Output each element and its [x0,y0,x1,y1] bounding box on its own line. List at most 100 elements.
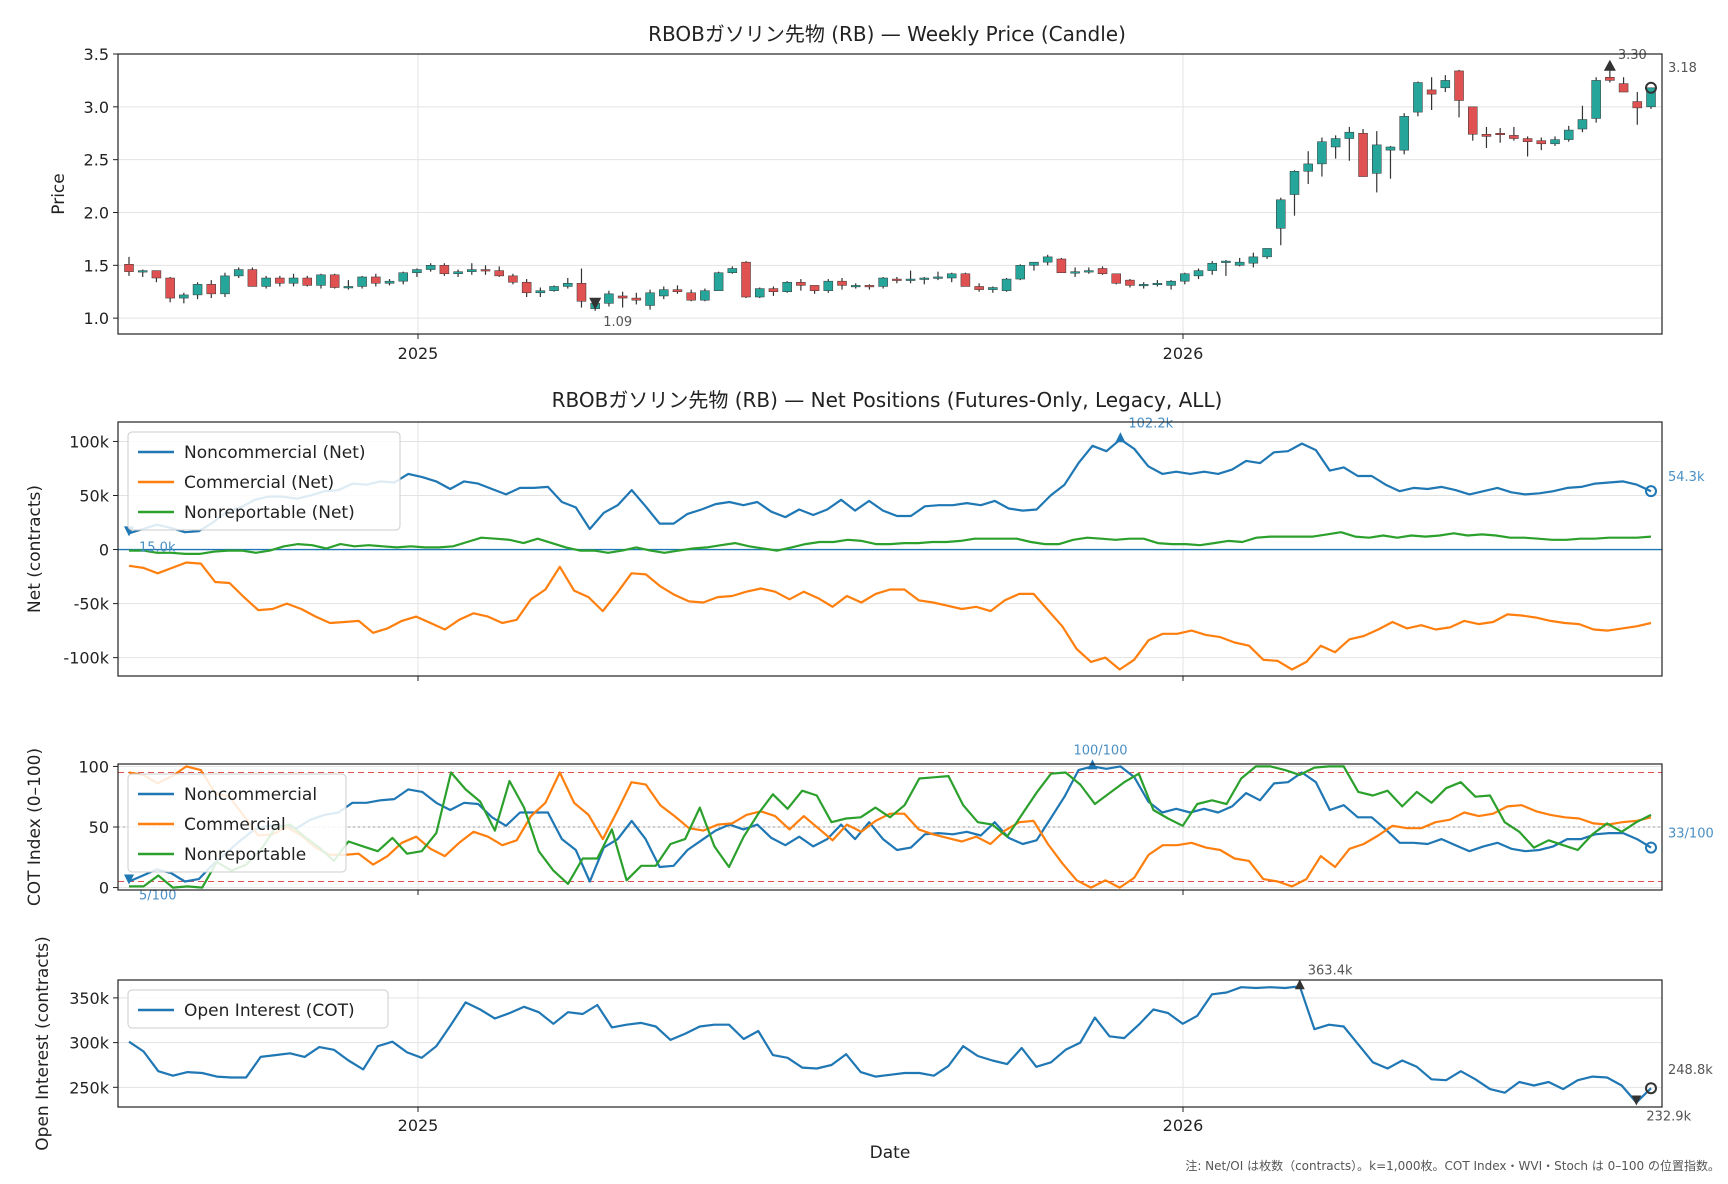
candle-body [700,290,710,301]
min-annotation: 5/100 [139,889,176,904]
candle-body [1084,270,1094,273]
last-marker [1645,81,1657,94]
candle-body [1385,146,1396,151]
candle-body [1618,83,1629,93]
candle-body [371,276,381,284]
candle-body [1234,261,1245,266]
candle-body [878,277,888,287]
candle-body [384,280,395,284]
candle-body [247,269,258,287]
max-annotation: 3.30 [1618,48,1647,63]
net-chart-title: RBOBガソリン先物 (RB) — Net Positions (Futures… [552,388,1223,412]
candle-body [782,281,792,292]
candle-body [645,292,655,306]
min-annotation: 15.0k [139,540,176,555]
y-tick-label: 300k [69,1034,110,1053]
candle-body [960,273,971,287]
candle-body [425,265,436,270]
candle-body [1056,258,1067,273]
candle-body [261,277,271,287]
candle-body [631,297,642,301]
candle-body [439,265,450,275]
legend-box [127,773,347,873]
candle-body [1303,163,1313,172]
candle-body [329,274,340,288]
y-tick-label: 1.5 [84,256,109,275]
y-axis-label: Open Interest (contracts) [33,936,53,1150]
candle-body [1550,139,1560,145]
candle-body [892,278,902,281]
max-annotation: 363.4k [1308,963,1353,978]
candle-body [659,289,669,297]
candle-body [1180,273,1190,282]
candle-body [1495,132,1505,135]
legend-label: Noncommercial (Net) [184,443,366,463]
candle-body [617,295,628,299]
candle-body [1029,261,1039,266]
candle-body [946,273,957,279]
legend-box [127,989,389,1029]
candle-body [165,277,175,299]
y-tick-label: 50 [89,818,109,837]
candle-body [1646,87,1656,108]
candle-body [768,288,779,292]
candle-body [206,284,217,295]
candle-body [1138,284,1149,287]
candle-body [1563,129,1574,140]
series-line [129,531,1652,556]
candle-body [1015,265,1026,280]
candle-body [1413,82,1423,113]
candle-body [1509,135,1519,139]
max-marker [1294,979,1305,990]
plot-frame [117,763,1663,891]
candle-body [713,272,724,291]
candle-body [1454,70,1464,101]
candle-body [467,269,477,272]
y-tick-label: -100k [63,649,109,668]
candle-body [727,268,738,273]
y-tick-label: 100 [78,757,109,776]
candle-body [233,269,244,277]
candle-body [796,281,806,286]
max-marker [1115,432,1126,443]
candle-body [1522,138,1533,142]
y-tick-label: 50k [79,486,109,505]
last-marker [1645,841,1657,854]
candle-body [809,285,820,291]
legend-label: Nonreportable [184,845,306,865]
x-tick-label: 2026 [1163,1116,1204,1135]
min-annotation: 1.09 [603,315,632,330]
y-tick-label: 1.0 [84,309,109,328]
candle-body [453,271,463,275]
candle-body [1125,279,1135,286]
candle-body [1070,271,1080,274]
candle-body [1152,283,1163,286]
candle-body [823,280,834,291]
min-annotation: 232.9k [1646,1110,1691,1125]
candle-body [1372,144,1382,174]
candle-body [398,272,408,282]
candle-body [1399,116,1409,151]
x-tick-label: 2026 [1163,344,1204,363]
legend-box [127,431,401,531]
legend-label: Noncommercial [184,785,317,805]
plot-frame [117,53,1663,335]
y-tick-label: 0 [99,541,109,560]
y-tick-label: 250k [69,1078,110,1097]
last-annotation: 54.3k [1668,470,1705,485]
candle-body [1426,89,1437,95]
candle-body [151,270,162,279]
candle-body [1467,106,1478,135]
candle-body [1248,256,1259,264]
candle-body [1289,171,1300,195]
series-line [128,765,1652,889]
series-line [129,765,1652,889]
candle-body [754,288,765,298]
last-annotation: 3.18 [1668,61,1697,76]
candle-body [302,277,313,286]
y-tick-label: 3.0 [84,98,109,117]
legend-label: Commercial [184,815,286,835]
candle-body [1632,101,1643,109]
footnote: 注: Net/OI は枚数（contracts）。k=1,000枚。COT In… [1185,1158,1720,1173]
